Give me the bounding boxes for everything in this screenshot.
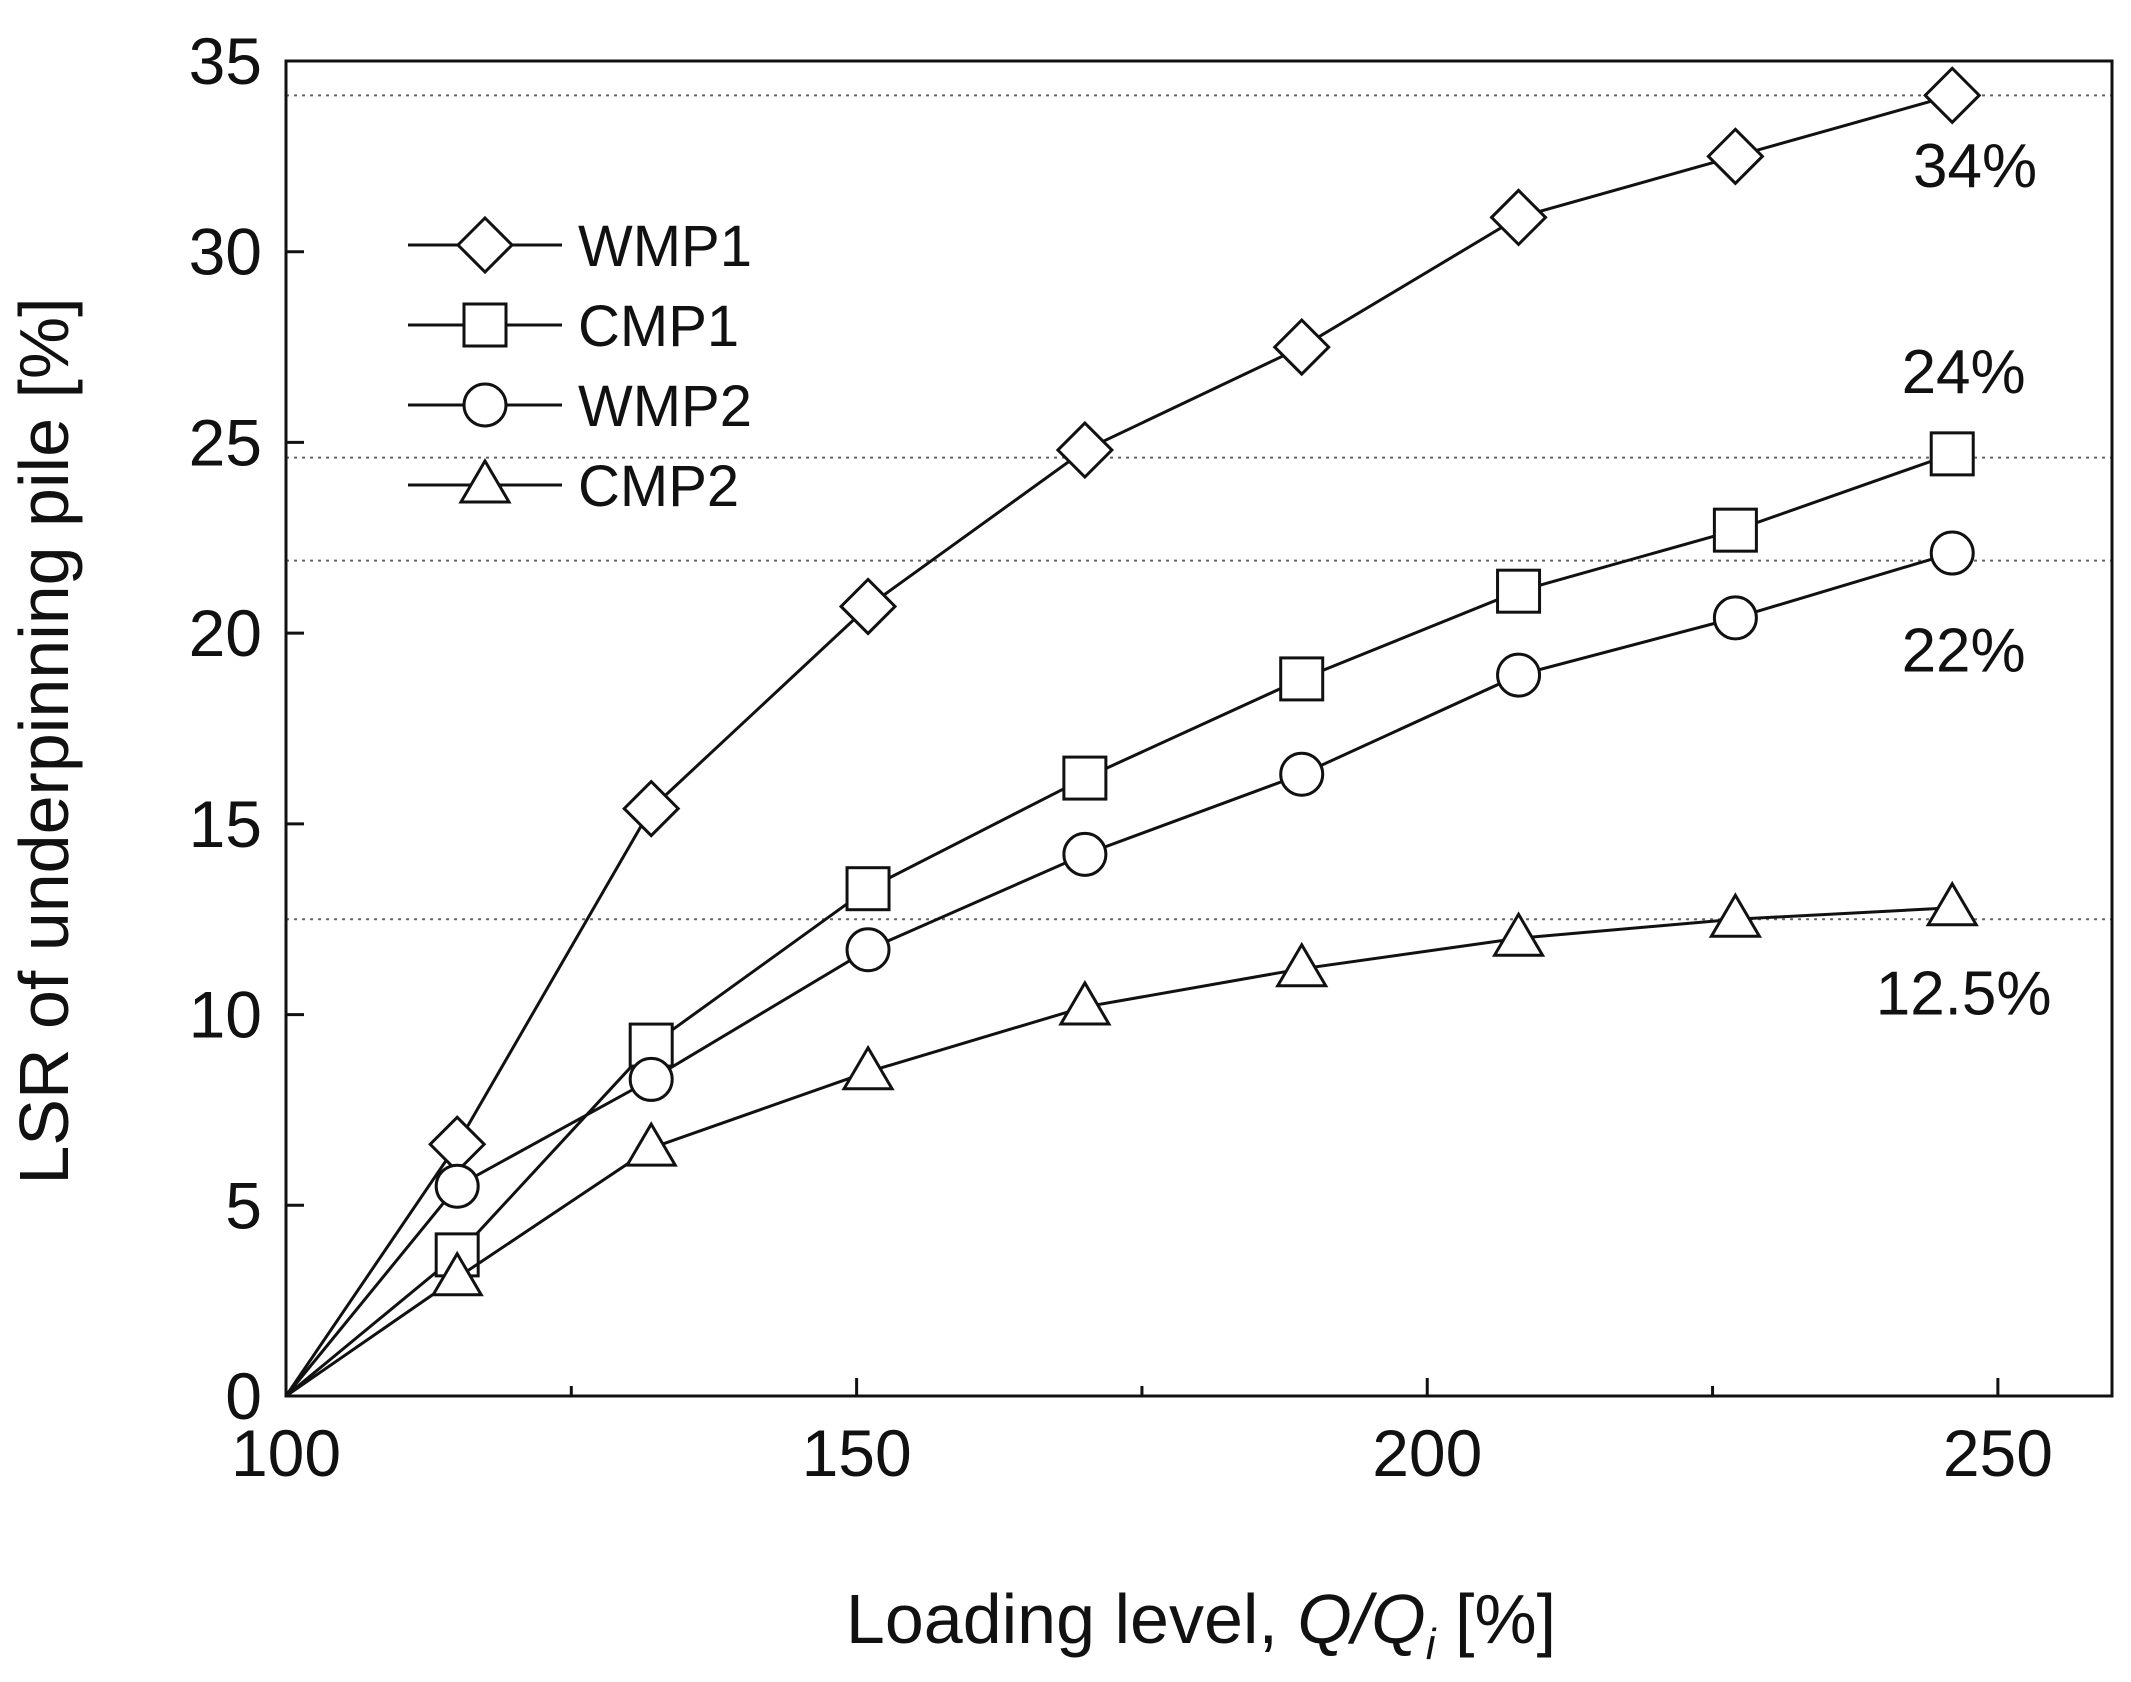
y-tick-label: 30: [189, 215, 262, 289]
data-point-cmp1: [845, 866, 891, 912]
data-point-cmp1: [1062, 755, 1108, 801]
x-axis-title-prefix: Loading level,: [846, 1580, 1297, 1658]
series-line-cmp1: [285, 452, 1953, 1398]
series-wmp2: [284, 530, 1975, 1397]
data-point-cmp2: [1925, 880, 1979, 927]
data-point-cmp2: [1708, 892, 1763, 938]
series-line-wmp1: [284, 93, 1953, 1397]
annotations: 34% 24% 22% 12.5%: [1876, 132, 2052, 1029]
data-point-wmp1: [1923, 66, 1982, 125]
data-point-wmp1: [1272, 317, 1331, 377]
data-point-wmp2: [1929, 530, 1975, 576]
legend: WMP1 CMP1 WMP2 CMP2: [408, 214, 752, 519]
series-wmp1: [284, 66, 1982, 1397]
data-point-wmp1: [1706, 127, 1765, 186]
data-point-wmp2: [434, 1163, 480, 1209]
y-tick-label: 15: [189, 787, 262, 861]
y-tick-label: 20: [189, 596, 262, 670]
legend-marker: [462, 302, 508, 348]
data-point-wmp2: [1062, 831, 1108, 877]
data-point-wmp1: [1489, 188, 1548, 247]
x-axis-title-suffix: [%]: [1436, 1580, 1557, 1658]
data-point-cmp2: [1058, 979, 1112, 1026]
x-tick-label: 200: [1372, 1416, 1482, 1490]
series-cmp1: [285, 431, 1975, 1398]
legend-marker: [458, 458, 512, 504]
data-point-cmp2: [624, 1121, 678, 1167]
data-point-cmp2: [1275, 941, 1329, 988]
y-tick-label: 25: [189, 405, 262, 479]
data-point-cmp1: [1279, 656, 1325, 702]
annotation-label: 24%: [1902, 338, 2026, 407]
plot-frame: [284, 59, 2114, 1398]
axis-ticks: 100 150 200 250 0 5 10 15 20 25 30 35: [189, 24, 2053, 1490]
data-point-cmp2: [841, 1044, 895, 1091]
y-axis-title: LSR of underpinning pile [%]: [5, 297, 83, 1184]
x-tick-label: 100: [231, 1416, 341, 1490]
x-axis-title-var: Q/Q: [1297, 1580, 1425, 1658]
data-point-cmp2: [1491, 911, 1546, 957]
y-tick-label: 0: [225, 1359, 262, 1433]
x-tick-label: 250: [1943, 1416, 2053, 1490]
data-point-wmp2: [845, 927, 891, 973]
x-tick-label: 150: [802, 1416, 912, 1490]
legend-marker: [455, 215, 515, 275]
y-tick-label: 35: [189, 24, 262, 98]
data-point-wmp2: [1496, 652, 1542, 698]
data-point-cmp1: [1496, 568, 1542, 614]
data-point-wmp1: [1055, 420, 1114, 480]
legend-item-wmp1: WMP1: [408, 214, 752, 279]
series-line-cmp2: [285, 906, 1953, 1398]
legend-label: CMP1: [578, 294, 739, 359]
data-point-wmp2: [1712, 595, 1758, 641]
legend-label: WMP1: [578, 214, 752, 279]
legend-item-wmp2: WMP2: [408, 374, 752, 439]
series-line-wmp2: [284, 551, 1953, 1397]
data-point-wmp2: [1279, 751, 1325, 797]
legend-item-cmp2: CMP2: [408, 454, 739, 519]
annotation-label: 22%: [1902, 616, 2026, 685]
data-point-cmp1: [1712, 507, 1758, 553]
x-axis-title: Loading level, Q/Qi [%]: [846, 1580, 1556, 1669]
reference-lines: [286, 94, 2112, 921]
data-point-cmp1: [1929, 431, 1975, 477]
y-tick-label: 5: [225, 1168, 262, 1242]
annotation-label: 12.5%: [1876, 960, 2052, 1029]
legend-marker: [462, 382, 508, 428]
series-group: [284, 66, 1982, 1398]
x-axis-title-sub: i: [1426, 1620, 1437, 1669]
series-cmp2: [285, 880, 1979, 1398]
data-point-wmp1: [838, 577, 898, 636]
data-point-wmp1: [428, 1115, 487, 1174]
data-point-cmp2: [430, 1250, 484, 1297]
y-tick-label: 10: [189, 978, 262, 1052]
legend-label: WMP2: [578, 374, 752, 439]
data-point-wmp2: [628, 1056, 674, 1102]
legend-item-cmp1: CMP1: [408, 294, 739, 359]
annotation-label: 34%: [1913, 132, 2037, 201]
data-point-wmp1: [622, 779, 681, 838]
legend-label: CMP2: [578, 454, 739, 519]
